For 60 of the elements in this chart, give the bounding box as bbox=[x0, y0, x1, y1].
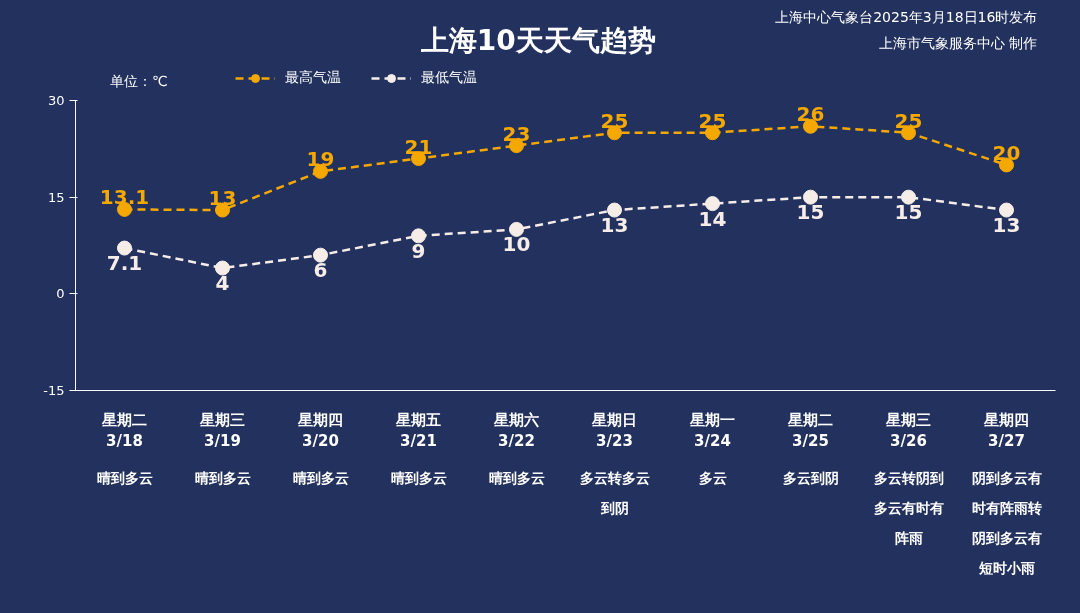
x-tick-label: 星期四 3/27 bbox=[983, 410, 1029, 451]
chart-title: 上海10天天气趋势 bbox=[419, 24, 656, 57]
data-label: 7.1 bbox=[106, 251, 143, 276]
text: 上海市气象服务中心 制作 bbox=[878, 34, 1038, 51]
text: 多云转多云到阴 bbox=[579, 469, 650, 516]
data-label: 21 bbox=[404, 134, 433, 159]
text: 阴到多云有时有阵雨转阴到多云有短时小雨 bbox=[971, 469, 1042, 576]
data-label: 20 bbox=[992, 140, 1021, 165]
text: 多云 bbox=[698, 469, 727, 486]
data-label: 25 bbox=[894, 108, 923, 133]
data-label: 6 bbox=[313, 258, 328, 283]
point bbox=[901, 189, 916, 205]
x-tick-label: 星期三 3/19 bbox=[199, 410, 245, 451]
x-tick-label: 星期六 3/22 bbox=[493, 410, 539, 451]
point bbox=[705, 196, 720, 212]
text: 晴到多云 bbox=[488, 469, 545, 486]
data-label: 14 bbox=[698, 206, 727, 231]
x-tick-label: 星期三 3/26 bbox=[885, 410, 931, 451]
data-label: 15 bbox=[894, 200, 923, 225]
x-tick-label: 星期二 3/25 bbox=[787, 410, 833, 451]
data-label: 13 bbox=[208, 186, 237, 211]
data-label: 19 bbox=[306, 147, 335, 172]
x-tick-label: 星期二 3/18 bbox=[101, 410, 147, 451]
data-label: 10 bbox=[502, 232, 531, 257]
point bbox=[215, 260, 230, 276]
point bbox=[117, 240, 132, 256]
point bbox=[313, 247, 328, 263]
text: 晴到多云 bbox=[194, 469, 251, 486]
data-label: 9 bbox=[411, 238, 426, 263]
point bbox=[509, 221, 524, 237]
data-label: 13 bbox=[992, 213, 1021, 238]
y-tick-label: 15 bbox=[47, 189, 65, 205]
text: 晴到多云 bbox=[96, 469, 153, 486]
y-tick-label: 30 bbox=[47, 93, 65, 108]
data-label: 15 bbox=[796, 200, 825, 225]
text: 晴到多云 bbox=[292, 469, 349, 486]
x-tick-label: 星期五 3/21 bbox=[395, 410, 441, 451]
data-label: 26 bbox=[796, 102, 825, 127]
data-label: 13.1 bbox=[99, 185, 150, 210]
y-tick-label: -15 bbox=[43, 383, 65, 398]
point bbox=[411, 228, 426, 244]
legend-label: 最高气温 bbox=[285, 68, 341, 87]
data-label: 25 bbox=[698, 108, 727, 133]
data-label: 13 bbox=[600, 213, 629, 238]
x-tick-label: 星期一 3/24 bbox=[689, 410, 735, 451]
text: 上海中心气象台2025年3月18日16时发布 bbox=[775, 8, 1038, 25]
point bbox=[607, 202, 622, 218]
data-label: 25 bbox=[600, 108, 629, 133]
data-label: 23 bbox=[502, 121, 531, 146]
legend-label: 最低气温 bbox=[421, 68, 477, 87]
text: 晴到多云 bbox=[390, 469, 447, 486]
point bbox=[999, 202, 1014, 218]
y-tick-label: 0 bbox=[56, 286, 65, 302]
text: 多云转阴到多云有时有阵雨 bbox=[873, 469, 944, 546]
y-axis-title: 单位：℃ bbox=[109, 72, 168, 89]
data-label: 4 bbox=[215, 271, 230, 296]
point bbox=[803, 189, 818, 205]
text: 多云到阴 bbox=[782, 469, 839, 486]
x-tick-label: 星期四 3/20 bbox=[297, 410, 343, 451]
x-tick-label: 星期日 3/23 bbox=[591, 410, 637, 451]
